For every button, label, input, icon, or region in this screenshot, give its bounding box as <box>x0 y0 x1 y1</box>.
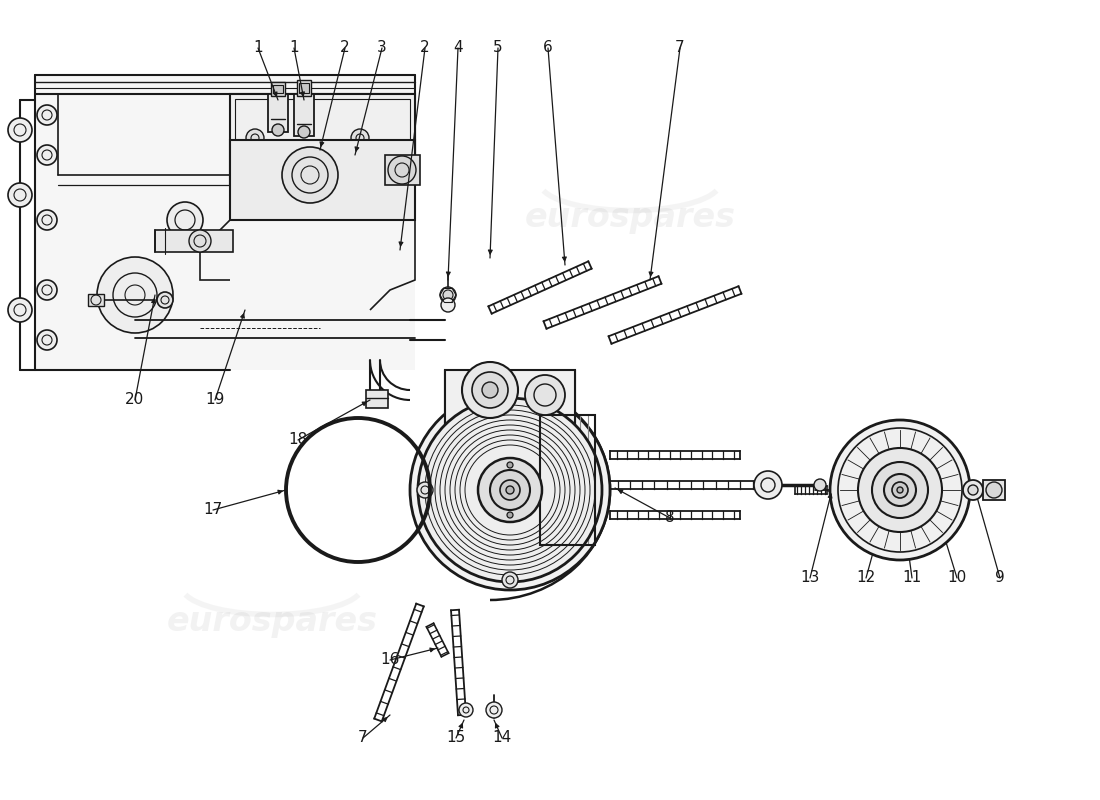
Circle shape <box>478 458 542 522</box>
Circle shape <box>754 471 782 499</box>
Circle shape <box>884 474 916 506</box>
Circle shape <box>37 280 57 300</box>
Text: 19: 19 <box>206 393 224 407</box>
Circle shape <box>97 257 173 333</box>
Text: 5: 5 <box>493 41 503 55</box>
Circle shape <box>462 362 518 418</box>
Circle shape <box>298 126 310 138</box>
Circle shape <box>872 462 928 518</box>
Circle shape <box>410 390 610 590</box>
Bar <box>230 140 415 220</box>
Circle shape <box>502 572 518 588</box>
Text: 2: 2 <box>420 41 430 55</box>
Circle shape <box>8 183 32 207</box>
Text: 17: 17 <box>204 502 222 518</box>
Circle shape <box>8 298 32 322</box>
Circle shape <box>441 298 455 312</box>
Text: 8: 8 <box>666 510 674 526</box>
Circle shape <box>37 330 57 350</box>
Circle shape <box>968 485 978 495</box>
Text: 6: 6 <box>543 41 553 55</box>
Text: eurospares: eurospares <box>525 202 736 234</box>
Circle shape <box>486 702 502 718</box>
Text: 2: 2 <box>340 41 350 55</box>
Text: 7: 7 <box>675 41 685 55</box>
Bar <box>446 370 575 455</box>
Bar <box>983 480 1005 500</box>
Circle shape <box>500 480 520 500</box>
Circle shape <box>472 372 508 408</box>
Text: 20: 20 <box>125 393 144 407</box>
Circle shape <box>157 292 173 308</box>
Circle shape <box>8 118 32 142</box>
Circle shape <box>246 129 264 147</box>
Circle shape <box>892 482 907 498</box>
Circle shape <box>482 382 498 398</box>
Bar <box>230 94 415 184</box>
Text: 1: 1 <box>289 41 299 55</box>
Bar <box>385 155 420 185</box>
Circle shape <box>525 375 565 415</box>
Text: 15: 15 <box>447 730 465 746</box>
Text: 12: 12 <box>857 570 876 586</box>
Circle shape <box>962 480 983 500</box>
Text: 9: 9 <box>996 570 1005 586</box>
Bar <box>35 75 415 370</box>
Text: 3: 3 <box>377 41 387 55</box>
Circle shape <box>272 124 284 136</box>
Bar <box>540 415 595 545</box>
Circle shape <box>858 448 942 532</box>
Circle shape <box>282 147 338 203</box>
Circle shape <box>896 487 903 493</box>
Circle shape <box>507 462 513 468</box>
Circle shape <box>986 482 1002 498</box>
Text: 11: 11 <box>902 570 922 586</box>
Circle shape <box>351 129 369 147</box>
Circle shape <box>459 703 473 717</box>
Bar <box>271 82 285 96</box>
Text: 1: 1 <box>253 41 263 55</box>
Text: 18: 18 <box>288 433 308 447</box>
Bar <box>268 94 288 132</box>
Bar <box>88 294 104 306</box>
Circle shape <box>814 479 826 491</box>
Text: 13: 13 <box>801 570 820 586</box>
Circle shape <box>506 486 514 494</box>
Circle shape <box>388 156 416 184</box>
Bar <box>366 390 388 408</box>
Bar <box>299 83 309 93</box>
Bar <box>297 80 311 96</box>
Bar <box>273 85 283 93</box>
Text: 4: 4 <box>453 41 463 55</box>
Circle shape <box>507 512 513 518</box>
Circle shape <box>37 105 57 125</box>
Bar <box>155 230 233 252</box>
Circle shape <box>37 145 57 165</box>
Text: 16: 16 <box>381 653 399 667</box>
Circle shape <box>443 290 453 300</box>
Circle shape <box>418 398 602 582</box>
Circle shape <box>417 482 433 498</box>
Circle shape <box>167 202 204 238</box>
Circle shape <box>189 230 211 252</box>
Text: eurospares: eurospares <box>166 606 377 638</box>
Text: 7: 7 <box>359 730 367 746</box>
Bar <box>235 99 410 179</box>
Text: 14: 14 <box>493 730 512 746</box>
Circle shape <box>490 470 530 510</box>
Circle shape <box>440 287 456 303</box>
Text: 10: 10 <box>947 570 967 586</box>
Bar <box>294 94 313 136</box>
Circle shape <box>830 420 970 560</box>
Circle shape <box>37 210 57 230</box>
